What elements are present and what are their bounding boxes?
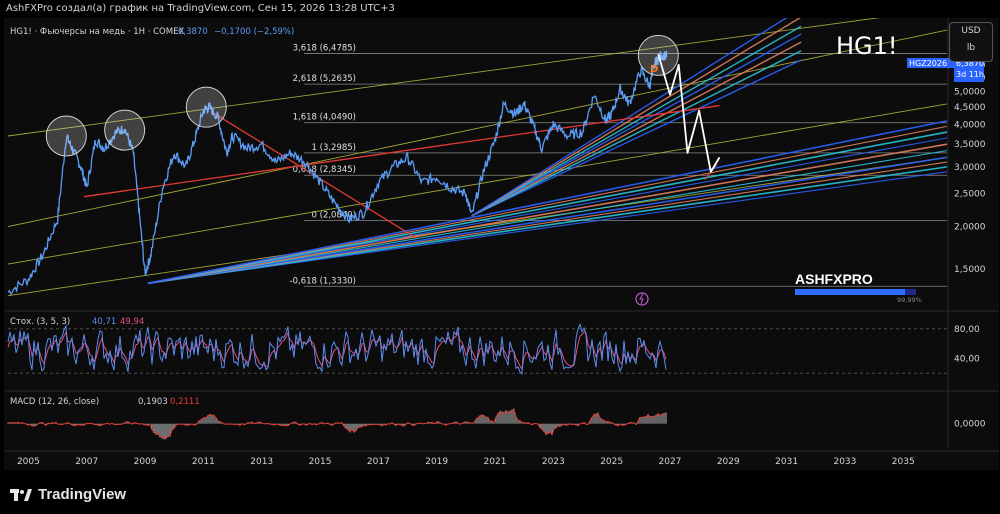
price-series	[7, 34, 721, 296]
price-tick-label: 5,0000	[954, 88, 986, 98]
unit-label: lb	[966, 43, 976, 53]
time-tick-label: 2017	[367, 457, 390, 467]
currency-label: USD	[961, 26, 981, 36]
fan-line	[147, 166, 948, 285]
tradingview-logo-text: TradingView	[38, 486, 127, 503]
macd-value: 0,1903	[138, 397, 168, 407]
peak-highlight	[185, 86, 227, 128]
stoch-d-value: 49,94	[120, 317, 144, 327]
macd-signal-value: 0,2111	[170, 397, 200, 407]
time-tick-label: 2005	[17, 457, 40, 467]
svg-text:HGZ2026: HGZ2026	[909, 59, 947, 68]
fan-line	[147, 150, 948, 284]
brand-watermark: ASHFXPRO	[795, 271, 873, 287]
ticker-watermark: HG1!	[836, 32, 898, 60]
price-tick-label: 4,5000	[954, 103, 986, 113]
price-tick-label: 2,0000	[954, 223, 986, 233]
brand-bar-fill	[795, 289, 905, 295]
chart-caption: AshFXPro создал(а) график на TradingView…	[6, 3, 395, 14]
price-line	[7, 50, 668, 296]
stochastic-pane: 80,00 40,00 Стох. (3, 5, 3) 40,71 49,94	[7, 317, 980, 376]
fan-line	[147, 120, 948, 285]
time-tick-label: 2027	[659, 457, 682, 467]
lightning-icon[interactable]	[635, 292, 649, 306]
time-tick-label: 2009	[134, 457, 157, 467]
fan-line	[471, 41, 802, 217]
fan-line	[471, 59, 802, 217]
fan-line	[471, 18, 802, 217]
legend-price: 6,3870	[178, 27, 208, 37]
legend-symbol: HG1! · Фьючерсы на медь · 1Н · COMEX	[10, 27, 184, 37]
stoch-tick-label: 80,00	[954, 325, 980, 335]
annotation-d: D	[650, 64, 658, 75]
brand-percent: 99,99%	[897, 296, 922, 304]
fib-label: 3,618 (6,4785)	[293, 44, 356, 54]
time-tick-label: 2019	[425, 457, 448, 467]
footer: TradingView	[0, 472, 1000, 514]
fan-line	[471, 25, 802, 217]
macd-pane: 0,0000 MACD (12, 26, close) 0,1903 0,2111	[7, 397, 986, 440]
red-trend-line	[83, 104, 720, 198]
trend-line	[7, 29, 948, 227]
time-tick-label: 2011	[192, 457, 215, 467]
price-axis: 1,5000 2,0000 2,5000 3,0000 3,5000 4,0000 4,50…	[954, 61, 986, 275]
time-tick-label: 2033	[833, 457, 856, 467]
chart-svg: 3,618 (6,4785) 2,618 (5,2635) 1,618 (4,049…	[4, 18, 999, 467]
fan-line	[147, 171, 948, 284]
time-tick-label: 2025	[600, 457, 623, 467]
price-tick-label: 4,0000	[954, 121, 986, 131]
fib-label: 0 (2,0840)	[312, 210, 356, 220]
fan-line	[147, 137, 948, 284]
tradingview-logo-icon	[10, 488, 32, 501]
legend-change: −0,1700 (−2,59%)	[214, 27, 294, 37]
stoch-d-line	[7, 330, 667, 371]
fan-line	[471, 18, 788, 217]
macd-signal-line	[7, 409, 667, 439]
peak-highlight	[104, 109, 146, 151]
price-tick-label: 3,0000	[954, 163, 986, 173]
time-tick-label: 2023	[542, 457, 565, 467]
fib-label: 0,618 (2,8345)	[293, 165, 356, 175]
stoch-title: Стох. (3, 5, 3)	[10, 317, 70, 327]
macd-title: MACD (12, 26, close)	[10, 397, 99, 407]
fib-label: 1,618 (4,0490)	[293, 113, 356, 123]
fan-line	[471, 33, 802, 217]
stoch-tick-label: 40,00	[954, 354, 980, 364]
grid	[4, 18, 999, 452]
price-tick-label: 3,5000	[954, 140, 986, 150]
currency-unit-selector[interactable]: USD lb	[949, 22, 993, 62]
price-tick-label: 1,5000	[954, 265, 986, 275]
fib-label: 2,618 (5,2635)	[293, 74, 356, 84]
stoch-k-value: 40,71	[92, 317, 116, 327]
time-tick-label: 2007	[75, 457, 98, 467]
macd-tick-label: 0,0000	[954, 420, 986, 430]
time-tick-label: 2021	[484, 457, 507, 467]
chart-area[interactable]: 3,618 (6,4785) 2,618 (5,2635) 1,618 (4,049…	[4, 18, 999, 470]
fan-line	[147, 125, 948, 284]
fan-line	[147, 131, 948, 285]
time-tick-label: 2013	[250, 457, 273, 467]
fan-line	[147, 156, 948, 285]
fib-label: -0,618 (1,3330)	[290, 276, 356, 286]
tradingview-logo[interactable]: TradingView	[10, 486, 126, 503]
price-tick-label: 2,5000	[954, 190, 986, 200]
svg-text:6,3870: 6,3870	[956, 59, 984, 68]
peak-highlight	[45, 115, 87, 157]
time-tick-label: 2031	[775, 457, 798, 467]
svg-text:3d 11h: 3d 11h	[956, 70, 984, 79]
price-tag: HGZ2026 6,3870 3d 11h	[907, 58, 984, 82]
trend-line	[7, 103, 948, 265]
time-tick-label: 2015	[309, 457, 332, 467]
fan-line	[471, 50, 802, 217]
projection-path	[657, 53, 721, 173]
time-axis: 2005 2007 2009 2011 2013 2015 2017 2019 2021 2023…	[17, 457, 915, 467]
time-tick-label: 2035	[892, 457, 915, 467]
time-tick-label: 2029	[717, 457, 740, 467]
fib-label: 1 (3,2985)	[312, 143, 356, 153]
fib-levels: 3,618 (6,4785) 2,618 (5,2635) 1,618 (4,049…	[290, 44, 947, 287]
fan-lines	[7, 18, 948, 297]
fan-line	[147, 143, 948, 285]
stoch-k-line	[7, 323, 667, 376]
trend-line	[7, 18, 881, 137]
